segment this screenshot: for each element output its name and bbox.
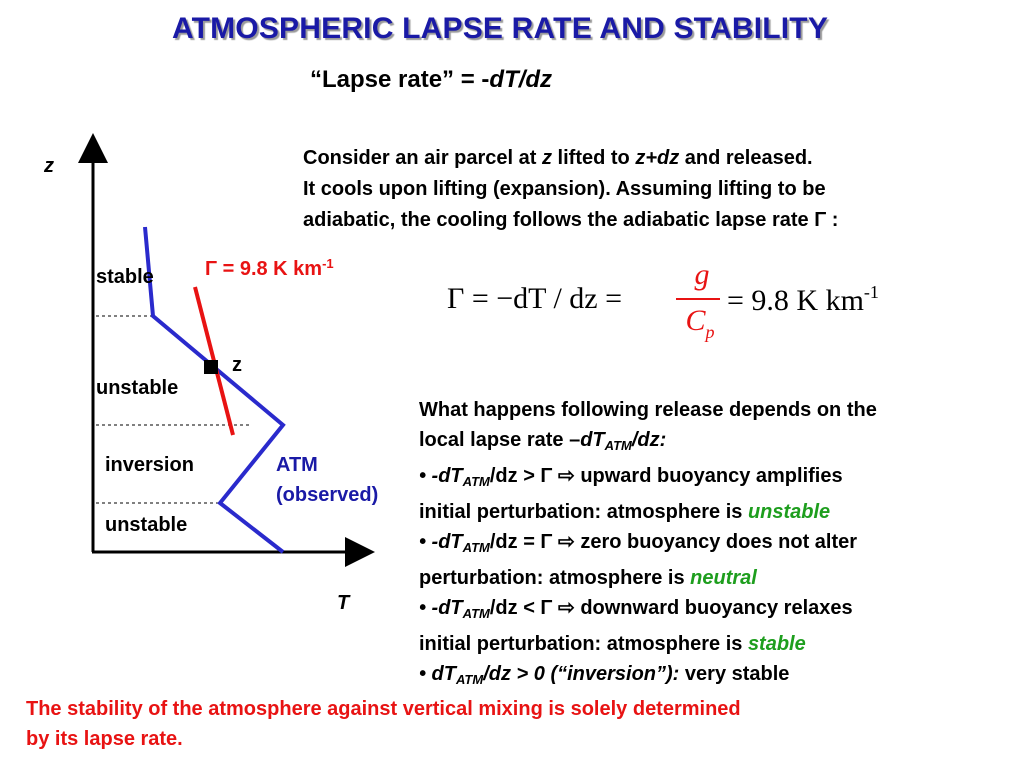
subtitle-text: “Lapse rate” = - [310,66,490,93]
lapse-rate-diagram [78,133,375,567]
conclusion-line1: The stability of the atmosphere against … [26,698,741,720]
slide-title: ATMOSPHERIC LAPSE RATE AND STABILITY [171,12,829,45]
air-parcel-marker [204,360,218,374]
gamma-label: Γ = 9.8 K km-1 [205,256,334,281]
explanation-line1: What happens following release depends o… [419,399,877,421]
t-axis-label: T [337,592,350,614]
bullet-inversion: • dTATM/dz > 0 (“inversion”): very stabl… [419,663,790,687]
bullet-neutral: • -dTATM/dz = Γ ⇨ zero buoyancy does not… [419,531,858,555]
formula-numerator: g [694,258,710,291]
subtitle-math: dT/dz [489,66,553,93]
conclusion-text: The stability of the atmosphere against … [26,694,1016,754]
layer-label-unstable-upper: unstable [96,377,179,399]
formula-lhs: Γ = −dT / dz = [447,282,623,315]
conclusion-line2: by its lapse rate. [26,728,183,750]
bullet-unstable: • -dTATM/dz > Γ ⇨ upward buoyancy amplif… [419,465,843,489]
layer-label-inversion: inversion [105,454,194,476]
layer-label-stable: stable [96,266,154,288]
gamma-label-text: Γ = 9.8 K km [205,258,323,280]
gamma-label-exp: -1 [322,256,334,271]
formula-rhs: = 9.8 K km-1 [727,282,879,317]
bullet-stable-cont: initial perturbation: atmosphere is stab… [419,633,806,655]
intro-line2: It cools upon lifting (expansion). Assum… [303,178,826,200]
formula-fraction-bar [676,298,720,300]
atm-profile-line [143,226,286,554]
parcel-label: z [232,354,242,376]
bullet-unstable-cont: initial perturbation: atmosphere is unst… [419,501,831,523]
explanation-line2: local lapse rate –dTATM/dz: [419,429,667,453]
atm-label: ATM (observed) [276,450,378,510]
explanation-block: What happens following release depends o… [419,395,1019,695]
formula-denominator: Cp [685,304,715,342]
atm-label-line1: ATM [276,454,318,476]
bullet-neutral-cont: perturbation: atmosphere is neutral [419,567,757,589]
slide-subtitle: “Lapse rate” = -dT/dz [310,66,552,94]
intro-line3: adiabatic, the cooling follows the adiab… [303,209,839,231]
intro-paragraph: Consider an air parcel at z lifted to z+… [303,143,1003,236]
bullet-stable: • -dTATM/dz < Γ ⇨ downward buoyancy rela… [419,597,853,621]
atm-label-line2: (observed) [276,484,379,506]
layer-label-unstable-lower: unstable [105,514,188,536]
intro-line1: Consider an air parcel at z lifted to z+… [303,147,813,169]
z-axis-label: z [44,155,54,177]
